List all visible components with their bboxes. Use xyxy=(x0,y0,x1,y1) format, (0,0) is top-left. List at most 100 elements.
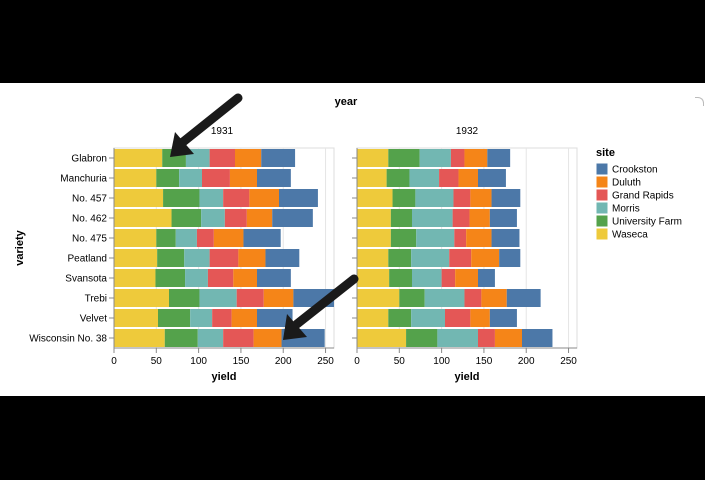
x-axis-title-1931: yield xyxy=(211,371,236,383)
bar-segment xyxy=(357,269,390,287)
bar-segment xyxy=(489,309,517,327)
legend-swatch xyxy=(596,189,608,201)
bar-segment xyxy=(263,289,294,307)
legend-swatch xyxy=(596,202,608,214)
arrow-icon xyxy=(178,93,243,147)
bar-segment xyxy=(522,329,553,347)
arrow-head-icon xyxy=(170,132,194,157)
bar-segment xyxy=(114,229,157,247)
bar-segment xyxy=(470,189,492,207)
bar-segment xyxy=(163,189,200,207)
bar-segment xyxy=(411,309,445,327)
legend-swatch xyxy=(596,176,608,188)
legend-label: Morris xyxy=(612,204,640,215)
bar-segment xyxy=(199,289,237,307)
bar-segment xyxy=(470,309,490,327)
bar-segment xyxy=(265,249,300,267)
legend-label: University Farm xyxy=(612,217,682,228)
bar-segment xyxy=(223,329,254,347)
bar-segment xyxy=(169,289,200,307)
bar-segment xyxy=(491,189,521,207)
bar-segment xyxy=(357,309,389,327)
bar-segment xyxy=(390,209,412,227)
x-tick-label: 250 xyxy=(560,356,577,367)
y-tick-label: No. 457 xyxy=(72,194,107,205)
bar-segment xyxy=(114,149,163,167)
bar-segment xyxy=(201,209,225,227)
bar-segment xyxy=(279,189,318,207)
bar-segment xyxy=(357,169,387,187)
bar-segment xyxy=(478,169,506,187)
bar-segment xyxy=(199,189,224,207)
bar-segment xyxy=(261,149,296,167)
y-tick-label: Glabron xyxy=(71,154,107,165)
x-tick-label: 150 xyxy=(476,356,493,367)
bar-segment xyxy=(233,269,257,287)
bar-segment xyxy=(464,149,488,167)
bar-segment xyxy=(257,309,293,327)
y-axis-title: variety xyxy=(14,229,26,265)
bar-segment xyxy=(257,269,291,287)
bar-segment xyxy=(489,209,517,227)
bar-segment xyxy=(114,289,169,307)
bar-segment xyxy=(406,329,438,347)
bar-segment xyxy=(209,249,239,267)
bar-segment xyxy=(157,249,185,267)
bar-segment xyxy=(209,149,235,167)
x-tick-label: 150 xyxy=(233,356,250,367)
bar-segment xyxy=(388,309,412,327)
x-tick-label: 250 xyxy=(317,356,334,367)
facet-label-1932: 1932 xyxy=(456,126,479,137)
bar-segment xyxy=(156,169,180,187)
bar-segment xyxy=(411,249,450,267)
bar-segment xyxy=(466,229,492,247)
legend: Crookston Duluth Grand Rapids Morris Univers… xyxy=(596,163,682,241)
bar-segment xyxy=(455,269,478,287)
facet-1931: 0 50 100 150 200 250 Glabron Manchuria No. 457 No… xyxy=(29,147,335,367)
bar-segment xyxy=(212,309,232,327)
y-tick-label: Wisconsin No. 38 xyxy=(29,334,107,345)
bar-segment xyxy=(357,329,407,347)
bar-segment xyxy=(458,169,478,187)
legend-label: Duluth xyxy=(612,178,641,189)
x-tick-label: 100 xyxy=(433,356,450,367)
bar-segment xyxy=(357,249,389,267)
arrow-head-icon xyxy=(283,314,307,340)
bar-segment xyxy=(357,149,389,167)
bar-segment xyxy=(419,149,451,167)
bar-segment xyxy=(224,209,247,227)
bar-segment xyxy=(478,269,495,287)
y-tick-label: No. 462 xyxy=(72,214,107,225)
bar-segment xyxy=(179,169,202,187)
bar-segment xyxy=(196,229,214,247)
bar-segment xyxy=(416,229,455,247)
y-tick-label: Trebi xyxy=(85,294,107,305)
bar-segment xyxy=(481,289,507,307)
bar-segment xyxy=(175,229,197,247)
bar-segment xyxy=(213,229,244,247)
bar-segment xyxy=(478,329,495,347)
bar-segment xyxy=(452,209,470,227)
y-tick-label: No. 475 xyxy=(72,234,107,245)
bar-segment xyxy=(236,289,264,307)
bar-segment xyxy=(441,269,456,287)
bar-segment xyxy=(114,249,158,267)
bar-segment xyxy=(357,209,391,227)
bar-segment xyxy=(158,309,191,327)
bar-segment xyxy=(164,329,198,347)
bar-segment xyxy=(454,229,467,247)
bar-segment xyxy=(114,209,172,227)
bar-segment xyxy=(197,329,224,347)
y-tick-label: Velvet xyxy=(80,314,107,325)
legend-label: Grand Rapids xyxy=(612,191,674,202)
bar-segment xyxy=(388,249,412,267)
bar-segment xyxy=(246,209,273,227)
bar-segment xyxy=(450,149,465,167)
bar-segment xyxy=(409,169,440,187)
bar-segment xyxy=(388,149,420,167)
chart-panel: year 1931 1932 variety yield yield site … xyxy=(0,83,705,396)
y-tick-label: Manchuria xyxy=(60,174,107,185)
bar-segment xyxy=(357,229,391,247)
bar-segment xyxy=(243,229,281,247)
legend-swatch xyxy=(596,163,608,175)
